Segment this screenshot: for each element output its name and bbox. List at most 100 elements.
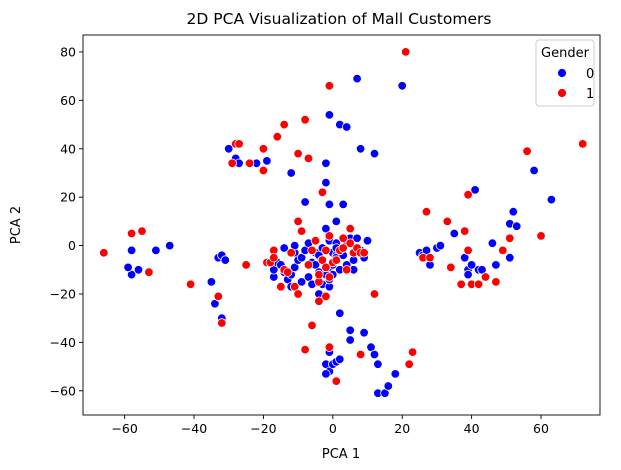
- x-tick-label: 40: [464, 421, 480, 436]
- data-point-gender-1: [401, 47, 411, 57]
- data-point-gender-1: [425, 253, 435, 263]
- axes: −60 −40 −20 0 20 40 60 −60 −40 −20 0 20 40 60 80: [50, 44, 549, 436]
- x-tick-label: −40: [181, 421, 207, 436]
- data-point-gender-0: [463, 269, 473, 280]
- legend-title: Gender: [541, 46, 590, 61]
- data-point-gender-1: [258, 144, 269, 154]
- data-point-gender-1: [137, 226, 147, 236]
- data-point-gender-1: [314, 269, 324, 280]
- data-point-gender-0: [300, 197, 310, 207]
- data-point-gender-1: [307, 320, 317, 331]
- y-tick-label: 40: [60, 141, 76, 156]
- data-points: [99, 47, 588, 398]
- data-point-gender-1: [314, 296, 324, 306]
- data-point-gender-0: [373, 359, 383, 369]
- data-point-gender-0: [383, 381, 394, 391]
- data-point-gender-1: [296, 226, 307, 236]
- x-tick-label: 20: [394, 421, 410, 436]
- data-point-gender-0: [223, 144, 234, 154]
- data-point-gender-1: [300, 114, 310, 125]
- data-point-gender-1: [345, 238, 355, 248]
- chart-title: 2D PCA Visualization of Mall Customers: [187, 10, 492, 28]
- data-point-gender-0: [390, 369, 401, 379]
- data-point-gender-1: [338, 233, 348, 244]
- data-point-gender-1: [359, 248, 369, 258]
- data-point-gender-1: [456, 279, 466, 290]
- data-point-gender-1: [307, 245, 317, 256]
- y-tick-label: 0: [68, 238, 76, 253]
- data-point-gender-1: [404, 359, 414, 369]
- data-point-gender-0: [369, 148, 380, 159]
- data-point-gender-1: [355, 349, 366, 360]
- x-tick-label: 0: [329, 421, 337, 436]
- data-point-gender-0: [369, 349, 380, 360]
- data-point-gender-1: [324, 231, 335, 241]
- data-point-gender-1: [324, 342, 335, 352]
- x-axis-label: PCA 1: [322, 447, 360, 462]
- data-point-gender-0: [296, 277, 307, 287]
- data-point-gender-0: [508, 206, 519, 217]
- data-point-gender-1: [578, 139, 588, 149]
- data-point-gender-0: [123, 262, 133, 273]
- data-point-gender-0: [505, 253, 515, 263]
- data-point-gender-1: [407, 347, 418, 357]
- data-point-gender-1: [473, 279, 484, 290]
- data-point-gender-0: [262, 156, 272, 166]
- data-point-gender-0: [435, 240, 446, 251]
- legend-marker-0: [557, 68, 567, 78]
- data-point-gender-1: [321, 262, 331, 273]
- data-point-gender-0: [355, 144, 366, 154]
- data-point-gender-1: [442, 216, 453, 227]
- data-point-gender-1: [272, 131, 283, 142]
- data-point-gender-1: [234, 139, 244, 149]
- data-point-gender-1: [536, 231, 546, 241]
- data-point-gender-1: [421, 206, 432, 217]
- data-point-gender-0: [324, 199, 335, 210]
- data-point-gender-1: [310, 235, 321, 246]
- data-point-gender-1: [276, 282, 286, 292]
- legend-label-1: 1: [586, 87, 594, 102]
- data-point-gender-0: [335, 308, 345, 319]
- data-point-gender-0: [362, 235, 373, 246]
- data-point-gender-0: [397, 81, 407, 91]
- y-tick-label: −60: [50, 383, 76, 398]
- data-point-gender-1: [217, 318, 227, 328]
- data-point-gender-0: [491, 260, 501, 270]
- y-tick-label: 60: [60, 93, 76, 108]
- data-point-gender-1: [324, 81, 335, 91]
- data-point-gender-1: [317, 187, 328, 198]
- legend-marker-1: [557, 88, 567, 98]
- data-point-gender-0: [206, 277, 217, 287]
- data-point-gender-0: [324, 110, 335, 120]
- data-point-gender-0: [470, 185, 480, 195]
- data-point-gender-1: [227, 158, 237, 169]
- data-point-gender-0: [449, 228, 460, 239]
- data-point-gender-1: [213, 291, 224, 302]
- data-point-gender-1: [345, 223, 355, 234]
- data-point-gender-0: [133, 265, 144, 275]
- data-point-gender-0: [126, 245, 137, 256]
- data-point-gender-0: [512, 221, 522, 231]
- data-point-gender-0: [286, 168, 296, 178]
- data-point-gender-1: [331, 255, 342, 265]
- data-point-gender-1: [293, 289, 303, 299]
- y-tick-label: −40: [50, 335, 76, 350]
- data-point-gender-1: [303, 260, 314, 270]
- data-point-gender-1: [342, 265, 352, 275]
- data-point-gender-1: [498, 245, 508, 256]
- data-point-gender-1: [293, 216, 303, 227]
- data-point-gender-0: [352, 233, 362, 244]
- x-tick-label: −60: [111, 421, 137, 436]
- data-point-gender-1: [185, 279, 196, 290]
- data-point-gender-0: [466, 260, 477, 270]
- data-point-gender-0: [321, 158, 331, 169]
- data-point-gender-1: [338, 243, 348, 253]
- data-point-gender-1: [321, 291, 331, 302]
- data-point-gender-0: [342, 122, 352, 132]
- y-axis-label: PCA 2: [9, 206, 24, 244]
- data-point-gender-1: [244, 158, 255, 169]
- y-tick-label: 80: [60, 44, 76, 59]
- data-point-gender-1: [463, 189, 473, 200]
- data-point-gender-1: [463, 245, 473, 256]
